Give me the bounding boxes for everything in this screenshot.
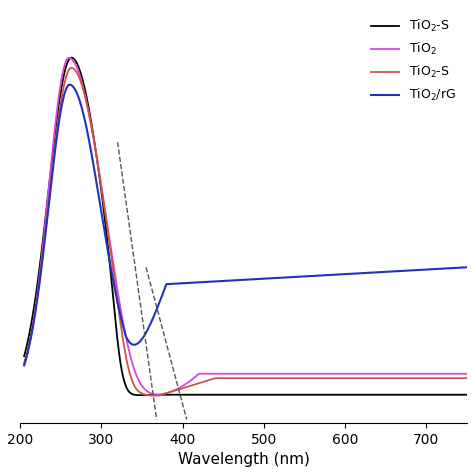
Legend: TiO$_2$-S, TiO$_2$, TiO$_2$-S, TiO$_2$/rG: TiO$_2$-S, TiO$_2$, TiO$_2$-S, TiO$_2$/r… [366,13,461,108]
X-axis label: Wavelength (nm): Wavelength (nm) [178,452,310,467]
